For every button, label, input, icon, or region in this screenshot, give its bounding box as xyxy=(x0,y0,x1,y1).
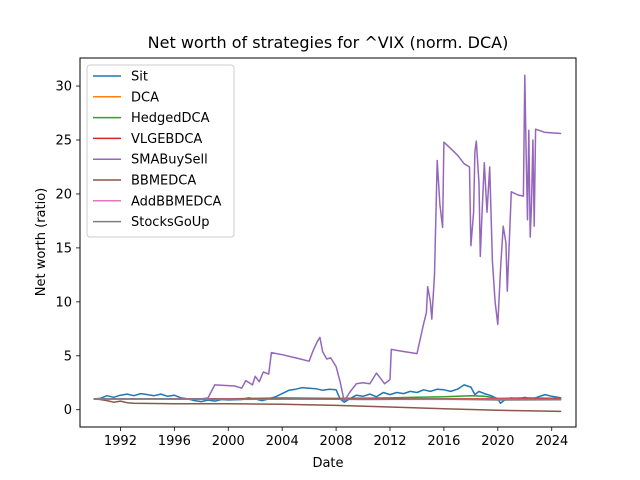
series-line-smabuysell xyxy=(93,74,562,402)
x-tick-label: 2004 xyxy=(266,434,299,449)
y-tick-label: 10 xyxy=(55,295,72,310)
series-line-stocksgoup xyxy=(93,398,562,401)
legend-label: StocksGoUp xyxy=(131,215,210,230)
legend-frame xyxy=(86,64,235,238)
legend-label: SMABuySell xyxy=(131,153,208,168)
legend-label: BBMEDCA xyxy=(131,174,196,189)
series-line-sit xyxy=(93,384,562,405)
y-axis-ticks: 0 5 10 15 20 25 30 xyxy=(55,80,80,418)
legend-entry-bbmedca: BBMEDCA xyxy=(93,174,196,189)
legend-entry-vlgebdca: VLGEBDCA xyxy=(93,132,202,147)
x-tick-label: 1992 xyxy=(104,434,137,449)
x-tick-label: 2012 xyxy=(373,434,406,449)
x-tick-label: 2020 xyxy=(481,434,514,449)
x-tick-label: 1996 xyxy=(158,434,191,449)
legend-label: AddBBMEDCA xyxy=(131,194,222,209)
legend-entry-smabuysell: SMABuySell xyxy=(93,153,208,168)
chart-title: Net worth of strategies for ^VIX (norm. … xyxy=(148,33,509,52)
legend-entry-hedgeddca: HedgedDCA xyxy=(93,111,210,126)
legend-label: HedgedDCA xyxy=(131,111,210,126)
y-tick-label: 20 xyxy=(55,187,72,202)
series-line-bbmedca xyxy=(93,398,562,413)
y-tick-label: 0 xyxy=(64,403,72,418)
x-tick-label: 2016 xyxy=(427,434,460,449)
plot-frame xyxy=(79,57,577,428)
legend-entry-stocksgoup: StocksGoUp xyxy=(93,215,210,230)
series-layer xyxy=(93,74,562,413)
legend-entry-sit: Sit xyxy=(93,70,148,85)
y-tick-label: 25 xyxy=(55,134,72,149)
legend-entry-addbbmedca: AddBBMEDCA xyxy=(93,194,222,209)
x-tick-label: 2008 xyxy=(320,434,353,449)
x-tick-label: 2024 xyxy=(535,434,568,449)
legend-label: VLGEBDCA xyxy=(131,132,202,147)
y-tick-label: 5 xyxy=(64,349,72,364)
legend-label: Sit xyxy=(131,70,148,85)
legend: Sit DCA HedgedDCA VLGEBDCA SMABuySell BBMEDCA… xyxy=(86,64,235,238)
x-axis-label: Date xyxy=(312,456,343,471)
legend-label: DCA xyxy=(131,90,159,105)
y-axis-label: Net worth (ratio) xyxy=(34,188,49,296)
x-tick-label: 2000 xyxy=(212,434,245,449)
legend-entry-dca: DCA xyxy=(93,90,159,105)
y-tick-label: 30 xyxy=(55,80,72,95)
y-tick-label: 15 xyxy=(55,241,72,256)
x-axis-ticks: 1992 1996 2000 2004 2008 2012 2016 2020 2024 xyxy=(104,427,568,449)
